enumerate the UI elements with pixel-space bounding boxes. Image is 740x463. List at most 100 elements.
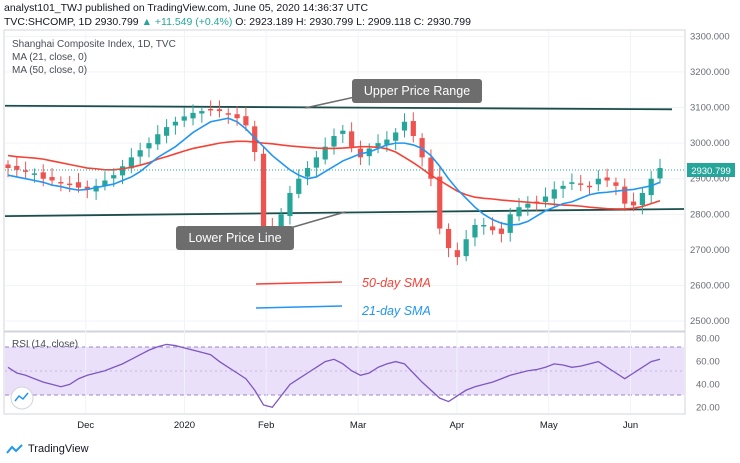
candle-body <box>569 182 575 184</box>
candle-body <box>243 116 249 126</box>
sma50-label: 50-day SMA <box>362 276 431 290</box>
ma50-line <box>7 140 661 210</box>
rsi-tick-label: 20.00 <box>696 402 720 413</box>
candle-body <box>58 181 64 184</box>
candle-body <box>252 126 258 153</box>
candle-body <box>498 228 505 234</box>
candle-body <box>525 203 531 208</box>
candle-body <box>639 192 645 206</box>
candle-body <box>119 166 126 176</box>
candle-body <box>31 173 38 175</box>
rsi-legend: RSI (14, close) <box>12 339 78 350</box>
upper-callout-pointer <box>304 96 356 109</box>
chart-canvas[interactable]: 3300.000 3200.000 3100.000 3000.000 2900.000… <box>0 0 740 440</box>
candle-body <box>437 176 443 229</box>
candle-body <box>128 157 134 169</box>
time-axis[interactable]: Dec 2020 Feb Mar Apr May Jun <box>77 420 638 431</box>
candle-body <box>49 177 55 181</box>
candle-body <box>560 185 566 189</box>
ma50-legend: MA (50, close, 0) <box>12 65 87 76</box>
price-change: +11.549 (+0.4%) <box>154 16 233 28</box>
price-tick-label: 3100.000 <box>690 103 730 114</box>
candle-body <box>75 182 82 188</box>
rsi-series <box>7 343 661 409</box>
last-price-tag <box>687 163 735 177</box>
candle-body <box>507 214 513 233</box>
lower-price-line-callout <box>176 226 294 250</box>
candlesticks <box>5 100 663 265</box>
price-axis[interactable]: 3300.000 3200.000 3100.000 3000.000 2900.000… <box>690 31 730 327</box>
candle-body <box>208 108 214 111</box>
candle-body <box>454 250 460 258</box>
candle-body <box>586 185 593 188</box>
candle-body <box>657 168 663 179</box>
rsi-tick-label: 40.00 <box>696 379 720 390</box>
sma21-label: 21-day SMA <box>361 304 431 318</box>
ma21-line <box>7 117 661 226</box>
symbol: TVC:SHCOMP, 1D <box>4 16 92 28</box>
price-tick-label: 2900.000 <box>690 174 730 185</box>
candle-body <box>393 132 399 141</box>
brand-name: TradingView <box>28 443 89 455</box>
rsi-axis[interactable]: 80.00 60.00 40.00 20.00 <box>696 334 720 414</box>
candle-body <box>234 114 240 119</box>
candle-body <box>445 228 452 249</box>
candle-body <box>67 183 73 186</box>
time-tick-label: Dec <box>77 420 94 431</box>
candle-body <box>278 214 284 235</box>
candle-body <box>155 134 161 145</box>
price-tick-label: 3200.000 <box>690 67 730 78</box>
candle-body <box>40 172 46 179</box>
upper-trend-line <box>4 104 673 111</box>
candle-body <box>199 111 205 114</box>
candle-body <box>93 185 99 192</box>
upper-price-range-callout <box>352 79 482 103</box>
candle-body <box>630 201 637 206</box>
time-tick-label: Jun <box>623 420 638 431</box>
ma21-legend: MA (21, close, 0) <box>12 52 87 63</box>
candle-body <box>604 177 610 181</box>
candle-body <box>14 165 20 170</box>
sma21-legend-line <box>255 305 343 309</box>
last-price-tag-label: 2930.799 <box>691 166 731 177</box>
time-tick-label: 2020 <box>174 420 195 431</box>
tradingview-logo[interactable]: TradingView <box>6 443 89 455</box>
candle-body <box>489 226 496 231</box>
candle-body <box>542 196 549 202</box>
candle-body <box>516 207 522 217</box>
upper-price-range-label: Upper Price Range <box>364 84 470 98</box>
price-tick-label: 3000.000 <box>690 138 730 149</box>
time-tick-label: Feb <box>258 420 274 431</box>
candle-body <box>463 239 469 257</box>
candle-body <box>472 224 478 238</box>
candle-body <box>481 224 487 227</box>
candle-body <box>428 157 434 179</box>
rsi-line <box>7 343 661 409</box>
candle-body <box>225 113 231 115</box>
candle-body <box>331 136 337 147</box>
candle-body <box>137 150 143 157</box>
candle-body <box>613 182 619 186</box>
last-price: 2930.799 <box>94 16 139 28</box>
price-tick-label: 2500.000 <box>690 316 730 327</box>
candle-body <box>102 180 108 187</box>
ohlc-values: O: 2923.189 H: 2930.799 L: 2909.118 C: 2… <box>235 16 471 28</box>
candle-body <box>296 178 302 194</box>
candle-body <box>410 121 416 137</box>
candle-body <box>648 178 654 196</box>
candle-body <box>146 143 152 149</box>
price-tick-label: 2600.000 <box>690 281 730 292</box>
cloud-icon[interactable] <box>10 386 34 410</box>
candle-body <box>216 109 223 112</box>
time-tick-label: Apr <box>449 420 464 431</box>
footer <box>0 440 740 463</box>
candle-body <box>340 130 346 134</box>
candle-body <box>401 121 408 131</box>
candle-body <box>287 192 293 217</box>
price-tick-label: 2700.000 <box>690 245 730 256</box>
candle-body <box>5 164 11 169</box>
triangle-up-icon: ▲ <box>141 16 152 28</box>
candle-body <box>375 143 381 147</box>
candle-body <box>551 189 557 199</box>
rsi-tick-label: 60.00 <box>696 357 720 368</box>
